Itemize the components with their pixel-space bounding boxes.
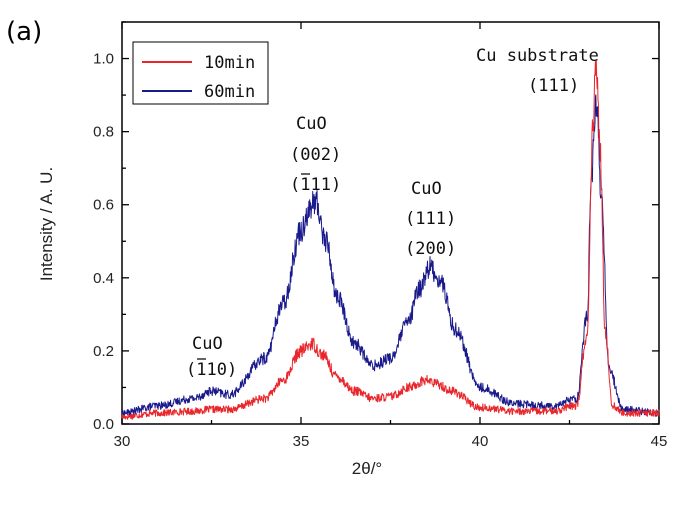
x-axis-label: 2θ/° [352, 459, 382, 478]
annotation-text: (111) [405, 209, 456, 229]
x-tick-label: 40 [472, 433, 489, 450]
y-tick-label: 0.0 [93, 416, 114, 433]
series-layer [121, 59, 660, 420]
panel-label: (a) [6, 17, 42, 47]
x-tick-label: 45 [651, 433, 668, 450]
annotation-text: CuO [411, 179, 442, 199]
y-tick-label: 0.4 [93, 270, 114, 287]
annotation-text: (110) [186, 360, 237, 380]
series-line-10min [121, 59, 660, 420]
legend-label-60min: 60min [204, 82, 255, 102]
annotation-text: Cu substrate [476, 46, 599, 66]
annotation-cuo-110: CuO (110) [186, 334, 237, 380]
x-tick-label: 35 [293, 433, 310, 450]
annotation-cuo-111-200: CuO (111) (200) [405, 179, 456, 259]
annotation-cuo-002-111: CuO (002) (111) [290, 114, 341, 195]
axis-tick-labels: 30 35 40 45 0.0 0.2 0.4 0.6 0.8 1.0 [93, 51, 667, 450]
y-tick-label: 0.8 [93, 124, 114, 141]
y-axis-label: Intensity / A. U. [37, 167, 56, 281]
annotation-text: (111) [528, 76, 579, 96]
annotation-text: CuO [192, 334, 223, 354]
annotation-text: (002) [290, 145, 341, 165]
y-tick-label: 0.2 [93, 343, 114, 360]
legend-box [132, 41, 269, 105]
legend: 10min 60min [132, 41, 269, 105]
series-line-60min [121, 94, 660, 417]
annotation-text: CuO [296, 114, 327, 134]
y-tick-label: 1.0 [93, 51, 114, 68]
annotation-cu-substrate: Cu substrate (111) [476, 46, 599, 96]
annotation-text: (111) [290, 175, 341, 195]
y-tick-label: 0.6 [93, 197, 114, 214]
x-tick-label: 30 [114, 433, 131, 450]
legend-label-10min: 10min [204, 53, 255, 73]
annotation-text: (200) [405, 239, 456, 259]
